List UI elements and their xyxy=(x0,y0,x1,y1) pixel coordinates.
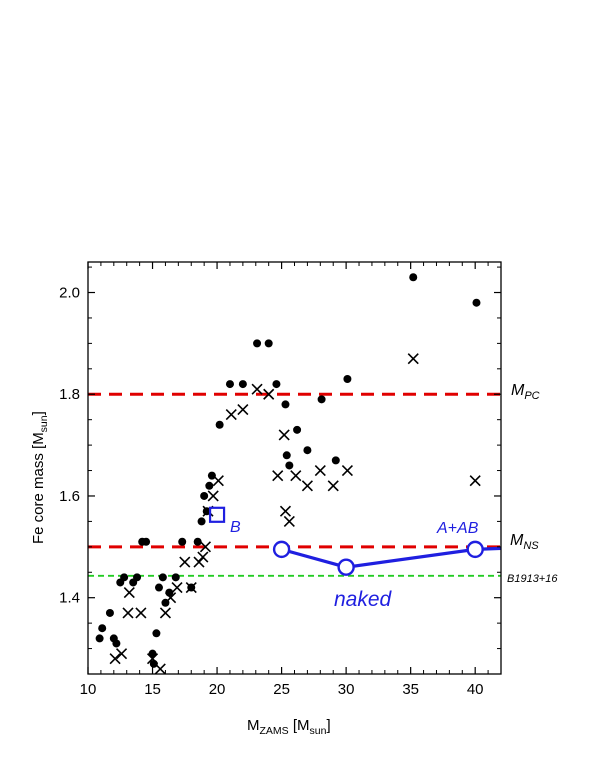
plot-frame xyxy=(87,261,502,675)
x-axis-title: MZAMS [Msun] xyxy=(247,717,331,737)
data-point-cross xyxy=(237,403,249,416)
data-point-dot xyxy=(142,537,151,546)
data-point-cross xyxy=(135,607,147,619)
data-point-cross xyxy=(122,607,134,619)
data-point-dot xyxy=(152,629,161,638)
data-point-dot xyxy=(171,573,180,582)
b-label: B xyxy=(230,519,241,536)
data-point-dot xyxy=(193,537,202,546)
data-point-cross xyxy=(327,480,339,492)
data-point-cross xyxy=(301,480,313,492)
data-point-dot xyxy=(178,537,187,546)
naked-marker xyxy=(272,540,291,559)
data-point-dot xyxy=(202,507,211,516)
data-point-dot xyxy=(95,634,104,643)
data-point-dot xyxy=(281,400,290,409)
data-point-cross xyxy=(283,515,295,527)
naked-line xyxy=(281,546,502,569)
data-point-cross xyxy=(272,470,284,482)
y-tick-label: 1.6 xyxy=(59,488,80,505)
data-point-cross xyxy=(279,505,292,517)
data-point-cross xyxy=(225,409,237,421)
data-point-dot xyxy=(98,624,107,633)
data-point-cross xyxy=(165,592,177,604)
x-tick-label: 20 xyxy=(209,681,226,698)
b-square-marker xyxy=(208,506,226,523)
reference-lines xyxy=(88,392,501,577)
data-point-cross xyxy=(185,581,197,594)
data-point-dot xyxy=(158,573,167,582)
data-point-dot xyxy=(293,425,302,434)
data-point-cross xyxy=(212,475,224,487)
data-point-cross xyxy=(207,490,219,502)
x-tick-label: 25 xyxy=(273,681,290,698)
x-tick-label: 35 xyxy=(402,681,419,698)
data-marks xyxy=(95,273,481,675)
data-point-dot xyxy=(303,446,312,455)
data-point-dot xyxy=(238,380,247,389)
a-ab-label: A+AB xyxy=(436,520,479,537)
data-point-cross xyxy=(159,607,172,619)
data-point-cross xyxy=(109,653,121,665)
data-point-dot xyxy=(120,573,129,582)
naked-marker xyxy=(337,558,355,576)
data-point-cross xyxy=(263,388,275,400)
data-point-dot xyxy=(331,456,340,465)
naked-label: naked xyxy=(334,588,393,611)
data-point-dot xyxy=(197,517,206,526)
highlight-marks xyxy=(208,506,502,576)
x-tick-label: 10 xyxy=(80,681,97,698)
x-axis-ticks: 10 15 20 25 30 35 40 xyxy=(80,262,502,698)
data-point-dot xyxy=(205,481,214,490)
data-point-dot xyxy=(154,583,163,592)
data-point-dot xyxy=(472,298,481,307)
data-point-dot xyxy=(285,461,294,470)
data-point-cross xyxy=(123,587,135,599)
data-point-cross xyxy=(341,464,353,477)
data-point-dot xyxy=(317,395,326,404)
naked-marker xyxy=(466,540,484,559)
data-point-cross xyxy=(115,648,128,660)
x-tick-label: 30 xyxy=(338,681,355,698)
data-point-cross xyxy=(290,470,302,482)
data-point-cross xyxy=(154,663,166,675)
data-point-cross xyxy=(179,556,191,568)
b1913-label: B1913+16 xyxy=(507,573,558,585)
data-point-dot xyxy=(409,273,418,282)
data-point-dot xyxy=(133,573,142,582)
data-point-dot xyxy=(343,374,352,383)
y-tick-label: 1.4 xyxy=(59,590,80,607)
data-point-dot xyxy=(264,339,273,348)
data-point-cross xyxy=(197,551,209,563)
data-point-cross xyxy=(407,353,419,365)
y-tick-label: 1.8 xyxy=(59,386,80,403)
x-tick-label: 15 xyxy=(144,681,161,698)
mns-label: MNS xyxy=(510,532,539,552)
y-tick-label: 2.0 xyxy=(59,285,80,302)
data-point-dot xyxy=(215,420,224,429)
data-point-dot xyxy=(200,491,209,500)
data-point-cross xyxy=(199,541,212,553)
data-point-cross xyxy=(193,556,205,568)
y-axis-ticks: 1.4 1.6 1.8 2.0 xyxy=(59,266,501,675)
data-point-cross xyxy=(314,464,326,477)
data-point-dot xyxy=(282,451,291,460)
data-point-dot xyxy=(225,380,234,389)
data-point-cross xyxy=(171,581,183,594)
mpc-label: MPC xyxy=(511,382,540,402)
data-point-dot xyxy=(105,608,114,617)
data-point-dot xyxy=(112,639,121,648)
data-point-cross xyxy=(469,475,481,487)
x-tick-label: 40 xyxy=(467,681,484,698)
data-point-cross xyxy=(278,429,290,441)
data-point-dot xyxy=(272,380,281,389)
y-axis-title: Fe core mass [Msun] xyxy=(30,411,50,544)
data-point-dot xyxy=(253,339,262,348)
data-point-cross xyxy=(251,383,263,395)
data-point-dot xyxy=(207,471,216,480)
data-point-cross xyxy=(146,653,159,665)
